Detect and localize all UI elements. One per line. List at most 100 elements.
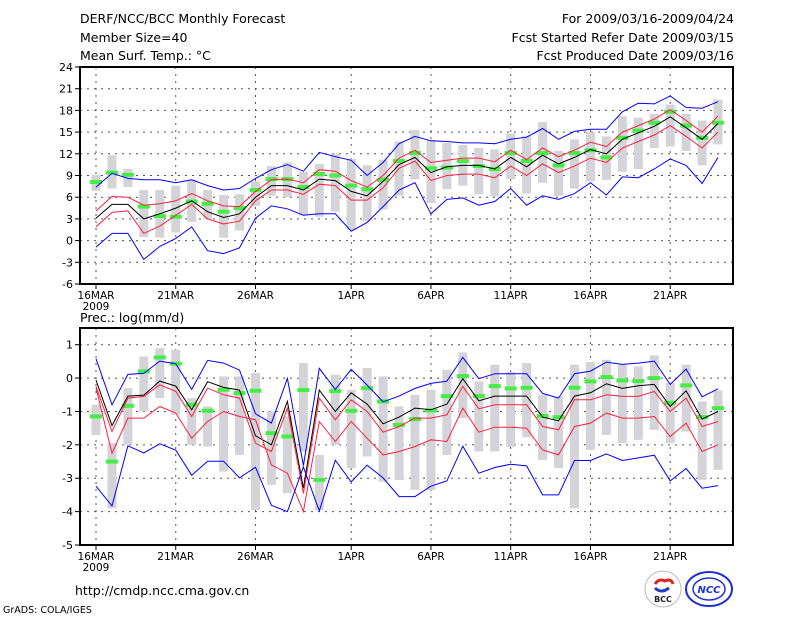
range-bar: [697, 120, 707, 166]
range-bar: [346, 389, 356, 469]
y-tick-label: 0: [66, 235, 73, 248]
observed-marker: [329, 389, 342, 394]
observed-marker: [105, 459, 118, 464]
range-bar: [570, 139, 579, 189]
range-bar: [235, 376, 245, 455]
observed-marker: [472, 164, 485, 169]
x-tick-label: 16APR: [573, 290, 607, 302]
observed-marker: [345, 183, 358, 188]
observed-marker: [648, 120, 661, 125]
observed-marker: [217, 209, 230, 214]
observed-marker: [664, 400, 677, 405]
x-tick-label: 26MAR: [237, 551, 274, 563]
series-upper: [95, 384, 719, 494]
y-tick-label: 6: [66, 191, 73, 204]
observed-marker: [472, 394, 485, 399]
range-bar: [538, 394, 548, 460]
temp-panel-title: Mean Surf. Temp.: °C: [80, 48, 211, 63]
y-tick-label: 21: [59, 83, 73, 96]
range-bar: [601, 359, 611, 435]
observed-marker: [105, 170, 118, 175]
y-tick-label: 9: [66, 170, 73, 183]
x-tick-label: 6APR: [417, 551, 445, 563]
series-min: [95, 443, 719, 513]
observed-marker: [297, 185, 310, 190]
range-bar: [522, 135, 532, 194]
year-label: 2009: [83, 562, 110, 574]
observed-marker: [153, 355, 166, 360]
range-bar: [330, 153, 340, 212]
x-tick-label: 1APR: [337, 290, 365, 302]
y-tick-label: 15: [59, 126, 73, 139]
source-url[interactable]: http://cmdp.ncc.cma.gov.cn: [75, 583, 250, 598]
range-bar: [139, 356, 149, 412]
observed-marker: [201, 408, 214, 413]
observed-marker: [345, 408, 358, 413]
observed-marker: [664, 109, 677, 114]
range-bar: [314, 163, 324, 217]
observed-marker: [281, 434, 294, 439]
observed-marker: [584, 379, 597, 384]
observed-marker: [217, 387, 230, 392]
range-bar: [458, 352, 468, 419]
observed-marker: [584, 148, 597, 153]
observed-marker: [233, 206, 246, 211]
range-bar: [378, 376, 388, 482]
y-tick-label: -5: [62, 539, 73, 552]
range-bar: [474, 148, 484, 195]
range-bar: [442, 369, 452, 455]
observed-marker: [504, 151, 517, 156]
observed-marker: [249, 388, 262, 393]
precip-panel-title: Prec.: log(mm/d): [80, 310, 185, 325]
range-bar: [617, 116, 627, 172]
range-bar: [362, 165, 372, 222]
range-bar: [282, 416, 292, 494]
x-tick-label: 1APR: [337, 551, 365, 563]
range-bar: [522, 363, 532, 438]
range-bar: [187, 398, 197, 445]
observed-marker: [616, 135, 629, 140]
range-bar: [633, 117, 643, 169]
observed-marker: [440, 165, 453, 170]
svg-text:BCC: BCC: [654, 595, 672, 604]
y-tick-label: -4: [62, 506, 73, 519]
observed-marker: [409, 151, 421, 156]
temperature-panel: -6 -3 0 3 6 9 12 15 18 21 24 16MAR 21MAR 26MAR 1APR 6AP…: [59, 61, 734, 313]
observed-marker: [712, 120, 725, 125]
observed-marker: [201, 201, 214, 206]
observed-marker: [680, 383, 693, 388]
y-tick-label: 0: [66, 372, 73, 385]
observed-marker: [361, 187, 374, 192]
range-bar: [713, 390, 723, 470]
series-max: [95, 356, 719, 466]
observed-marker: [185, 402, 198, 407]
series-min: [95, 157, 719, 261]
range-bar: [697, 401, 707, 480]
observed-marker: [568, 151, 581, 156]
observed-marker: [265, 177, 278, 182]
observed-marker: [712, 406, 725, 411]
y-tick-label: 12: [59, 148, 73, 161]
x-tick-label: 16APR: [573, 551, 607, 563]
observed-marker: [600, 375, 613, 380]
observed-marker: [632, 379, 645, 384]
observed-marker: [249, 187, 262, 192]
range-bar: [123, 388, 133, 445]
series-upper: [95, 109, 719, 212]
series-lower: [95, 387, 719, 514]
bcc-logo: BCC: [644, 570, 682, 608]
series-mean: [95, 377, 719, 489]
range-bar: [633, 366, 643, 440]
observed-marker: [648, 376, 661, 381]
range-bar: [155, 348, 165, 399]
y-tick-label: 3: [66, 213, 73, 226]
range-bar: [378, 159, 388, 210]
plot-frame: [79, 327, 734, 546]
range-bar: [490, 149, 500, 197]
range-bar: [139, 189, 149, 237]
observed-marker: [440, 394, 453, 399]
plot-frame: [79, 66, 734, 285]
observed-marker: [90, 414, 102, 419]
range-bar: [554, 150, 564, 196]
series-lower: [95, 125, 719, 235]
